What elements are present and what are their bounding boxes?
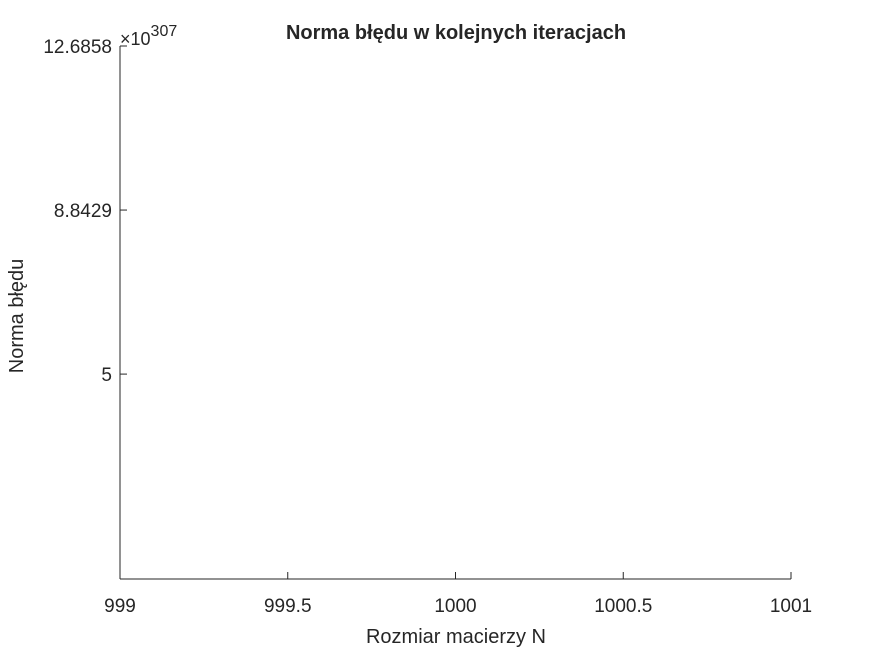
x-tick-label: 1000 bbox=[434, 596, 476, 617]
y-exponent-base: ×10 bbox=[120, 29, 151, 49]
y-tick-label: 12.6858 bbox=[43, 37, 112, 58]
y-tick-label: 8.8429 bbox=[54, 201, 112, 222]
y-exponent-label: ×10307 bbox=[120, 23, 177, 49]
x-tick-label: 999 bbox=[104, 596, 136, 617]
y-axis-label: Norma błędu bbox=[6, 259, 28, 374]
x-tick-label: 1001 bbox=[770, 596, 812, 617]
y-exponent-power: 307 bbox=[151, 23, 178, 40]
x-tick-label: 1000.5 bbox=[594, 596, 652, 617]
chart-title: Norma błędu w kolejnych iteracjach bbox=[286, 22, 626, 44]
y-tick-label: 5 bbox=[101, 365, 112, 386]
x-axis-label: Rozmiar macierzy N bbox=[366, 626, 546, 648]
axes: 999 999.5 1000 1000.5 1001 5 8.8429 12.6858 bbox=[43, 37, 812, 617]
x-tick-label: 999.5 bbox=[264, 596, 312, 617]
